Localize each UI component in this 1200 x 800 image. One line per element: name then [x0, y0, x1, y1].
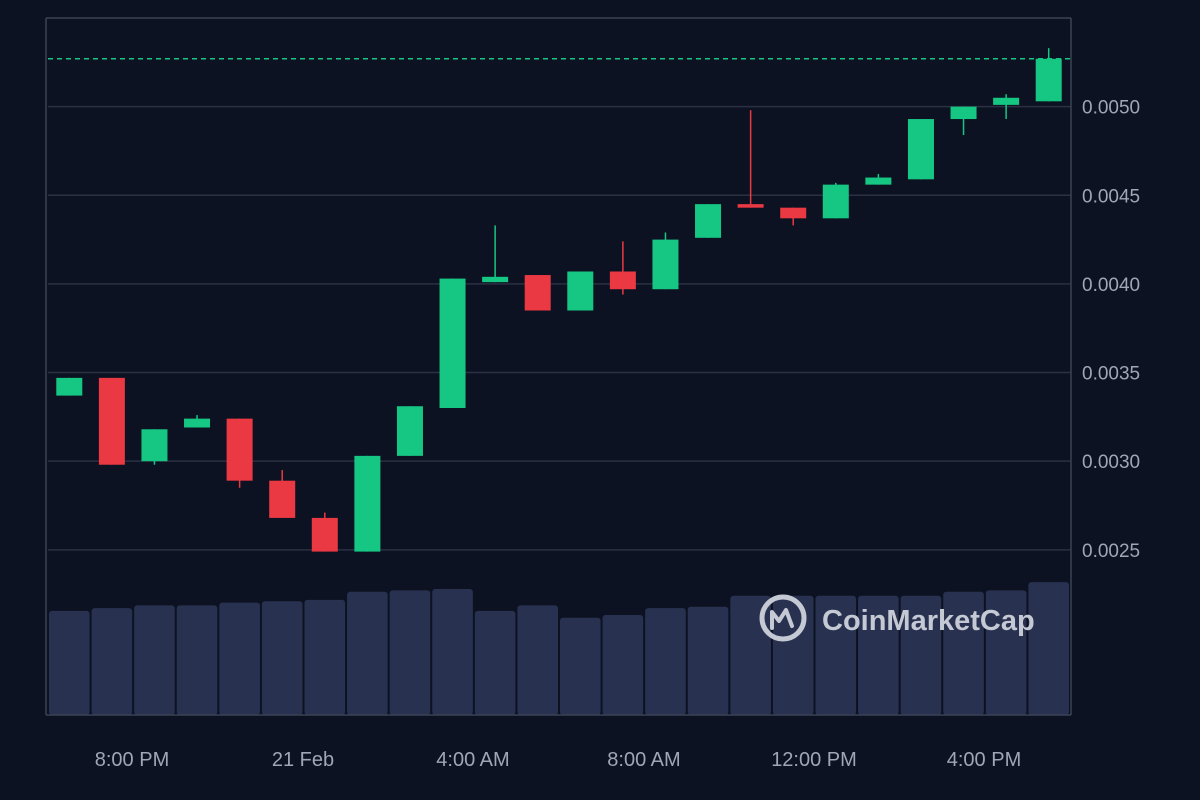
- volume-bar: [772, 595, 814, 715]
- x-tick-label: 4:00 PM: [947, 749, 1021, 771]
- x-tick-label: 8:00 AM: [607, 749, 680, 771]
- watermark-text: CoinMarketCap: [822, 605, 1035, 637]
- candle-up[interactable]: [652, 232, 679, 290]
- candle-body: [567, 271, 594, 311]
- y-tick-label: 0.0050: [1082, 98, 1140, 119]
- candle-up[interactable]: [56, 377, 83, 396]
- candle-body: [524, 275, 551, 311]
- volume-bar: [261, 601, 303, 715]
- candle-body: [695, 204, 722, 238]
- coinmarketcap-logo-icon: [759, 594, 807, 642]
- x-tick-label: 8:00 PM: [95, 749, 169, 771]
- candle-body: [396, 406, 423, 456]
- candle-up[interactable]: [907, 119, 934, 180]
- candle-up[interactable]: [439, 278, 466, 408]
- candles: [56, 48, 1062, 552]
- y-tick-label: 0.0040: [1082, 275, 1140, 296]
- candle-up[interactable]: [482, 225, 509, 283]
- y-tick-label: 0.0030: [1082, 452, 1140, 473]
- candle-body: [226, 418, 253, 481]
- candle-body: [184, 418, 211, 428]
- volume-bar: [517, 605, 558, 715]
- candle-body: [907, 119, 934, 180]
- volume-bar: [1028, 582, 1069, 715]
- candle-body: [780, 207, 807, 219]
- axes: [45, 17, 1072, 716]
- candle-body: [311, 517, 338, 552]
- candle-up[interactable]: [396, 406, 423, 456]
- volume-bar: [815, 595, 857, 715]
- volume-bar: [602, 614, 644, 715]
- volume-bar: [389, 590, 431, 715]
- y-tick-label: 0.0025: [1082, 541, 1140, 562]
- candle-body: [1035, 58, 1062, 102]
- coinmarketcap-watermark: CoinMarketCap: [759, 594, 1035, 642]
- volume-bar: [943, 591, 984, 715]
- volume-bar: [432, 588, 473, 715]
- volume-bar: [347, 591, 388, 715]
- x-tick-label: 21 Feb: [272, 749, 334, 771]
- candle-up[interactable]: [184, 415, 211, 428]
- candle-body: [993, 97, 1020, 105]
- candle-body: [439, 278, 466, 408]
- candle-up[interactable]: [695, 204, 722, 238]
- volume-bar: [91, 608, 133, 715]
- volume-bar: [687, 606, 729, 715]
- volume-bar: [134, 605, 175, 715]
- candle-up[interactable]: [865, 174, 892, 185]
- candle-body: [98, 377, 125, 465]
- candle-body: [609, 271, 636, 290]
- volume-bar: [985, 590, 1027, 715]
- candle-down[interactable]: [780, 207, 807, 226]
- volume-bar: [900, 595, 942, 715]
- candle-down[interactable]: [226, 418, 253, 488]
- candle-down[interactable]: [311, 512, 338, 552]
- candle-body: [652, 239, 679, 290]
- y-tick-label: 0.0045: [1082, 186, 1140, 207]
- volume-bar: [560, 617, 601, 715]
- candle-body: [354, 455, 381, 552]
- candle-up[interactable]: [950, 106, 977, 135]
- candle-body: [822, 184, 849, 219]
- candle-up[interactable]: [354, 455, 381, 552]
- y-axis-tick-labels: 0.0025 0.0030 0.0035 0.0040 0.0045 0.0050: [1082, 98, 1140, 562]
- x-tick-label: 4:00 AM: [436, 749, 509, 771]
- candle-down[interactable]: [737, 110, 764, 208]
- y-tick-label: 0.0035: [1082, 364, 1140, 385]
- volume-bar: [176, 605, 218, 715]
- candle-down[interactable]: [269, 470, 296, 518]
- x-axis-tick-labels: 8:00 PM 21 Feb 4:00 AM 8:00 AM 12:00 PM 4:00 …: [95, 749, 1021, 771]
- candle-up[interactable]: [993, 94, 1020, 120]
- volume-bar: [474, 610, 516, 715]
- candle-body: [482, 276, 509, 283]
- candle-body: [950, 106, 977, 120]
- volume-bar: [219, 602, 260, 715]
- volume-bar: [304, 599, 346, 715]
- candle-body: [269, 480, 296, 518]
- candle-down[interactable]: [609, 241, 636, 295]
- candle-up[interactable]: [822, 182, 849, 219]
- candle-up[interactable]: [567, 271, 594, 311]
- volume-bar: [49, 610, 90, 715]
- x-tick-label: 12:00 PM: [771, 749, 857, 771]
- grid-lines: [48, 105, 1071, 551]
- candle-body: [56, 377, 83, 396]
- candle-body: [737, 204, 764, 208]
- candle-down[interactable]: [98, 377, 125, 465]
- candle-body: [141, 429, 168, 462]
- volume-bar: [858, 595, 899, 715]
- volume-bars: [49, 582, 1069, 715]
- candle-up[interactable]: [1035, 48, 1062, 102]
- candle-down[interactable]: [524, 275, 551, 311]
- candle-body: [865, 177, 892, 185]
- volume-bar: [645, 608, 686, 715]
- candle-up[interactable]: [141, 429, 168, 465]
